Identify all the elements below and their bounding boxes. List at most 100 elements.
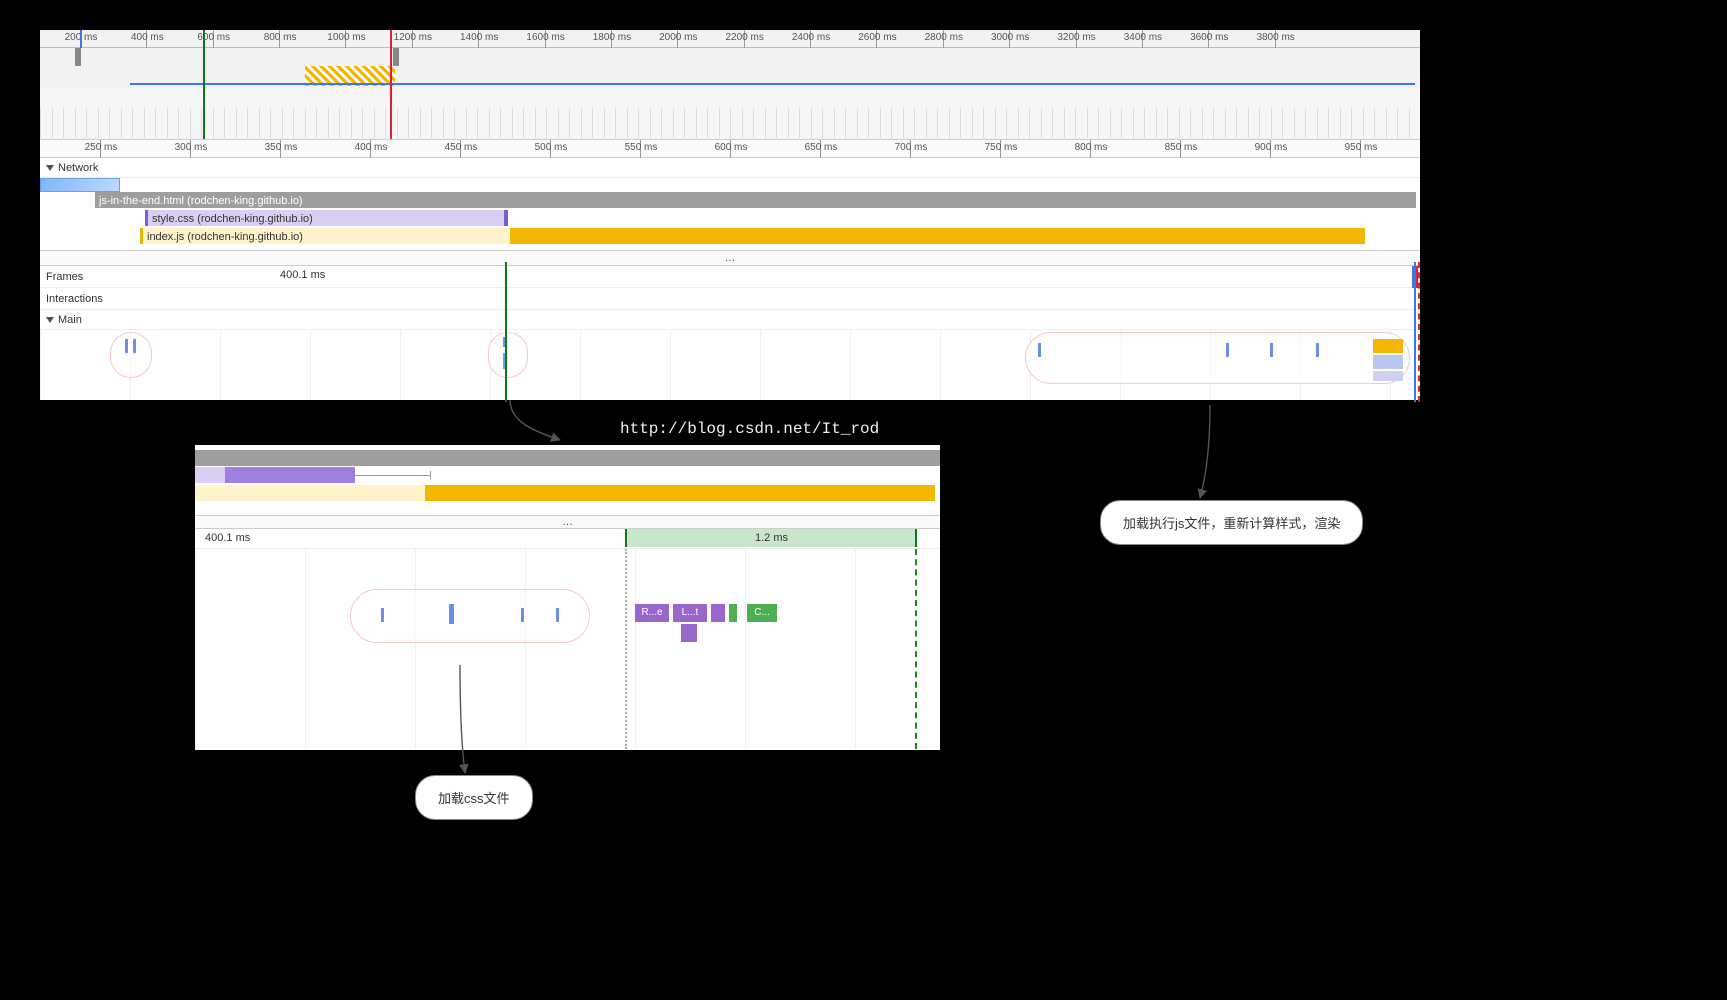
fps-cell [1121,108,1133,138]
fps-cell [397,108,409,138]
fps-cell [190,108,202,138]
fps-cell [638,108,650,138]
main-thread-track[interactable] [40,330,1420,400]
fps-cell [1144,108,1156,138]
fps-cell [121,108,133,138]
overview-memory-line [130,83,1415,85]
fps-cell [1225,108,1237,138]
fps-cell [443,108,455,138]
fps-cell [891,108,903,138]
fps-cell [592,108,604,138]
fps-cell [569,108,581,138]
net-bar-css-end [504,210,508,226]
fps-cell [1213,108,1225,138]
overview-tick: 2400 ms [810,30,811,48]
zoom-divider[interactable]: … [195,515,940,529]
zoomed-detail-panel: … 400.1 ms 1.2 ms R...e L...t C... [195,445,940,750]
fps-cell [1317,108,1329,138]
interactions-section[interactable]: Interactions [40,288,1420,310]
dcl-line [505,262,507,402]
load-red-marker [1418,262,1420,402]
fps-cell [949,108,961,138]
fps-cell [1282,108,1294,138]
fps-cell [1041,108,1053,138]
fps-cell [1340,108,1352,138]
ruler-tick: 650 ms [820,140,821,158]
task-purple-small[interactable] [711,604,725,622]
overview-strip[interactable]: 200 ms400 ms600 ms800 ms1000 ms1200 ms14… [40,30,1420,140]
frames-section[interactable]: Frames 400.1 ms [40,266,1420,288]
fps-cell [1110,108,1122,138]
fps-cell [1167,108,1179,138]
main-label: Main [58,314,82,326]
task-composite[interactable]: C... [747,604,777,622]
annotation-bubble-css: 加载css文件 [415,775,533,820]
fps-cell [431,108,443,138]
ruler-tick: 900 ms [1270,140,1271,158]
ruler-tick: 500 ms [550,140,551,158]
net-bar-js-wait: index.js (rodchen-king.github.io) [140,228,510,244]
ruler-tick: 800 ms [1090,140,1091,158]
net-bar-css: style.css (rodchen-king.github.io) [145,210,505,226]
task-layout[interactable]: L...t [673,604,707,622]
fps-cell [351,108,363,138]
net-row-html[interactable]: js-in-the-end.html (rodchen-king.github.… [40,192,1420,210]
overview-tick: 2200 ms [744,30,745,48]
overview-tick: 1200 ms [412,30,413,48]
fps-cell [707,108,719,138]
fps-cell [1305,108,1317,138]
fps-cell [1271,108,1283,138]
overview-tick: 3200 ms [1076,30,1077,48]
overview-tick: 2800 ms [943,30,944,48]
fps-cell [454,108,466,138]
ruler-tick: 850 ms [1180,140,1181,158]
main-section-header[interactable]: Main [40,310,1420,330]
overview-tick: 1000 ms [345,30,346,48]
overview-tick: 3000 ms [1009,30,1010,48]
fps-cell [1133,108,1145,138]
zoom-main-track[interactable]: R...e L...t C... [195,549,940,749]
fps-cell [995,108,1007,138]
fps-cell [109,108,121,138]
fps-cell [236,108,248,138]
zoom-net-html [195,450,940,466]
zoom-frame-end-icon [915,529,917,547]
ruler-tick: 300 ms [190,140,191,158]
net-bar-html: js-in-the-end.html (rodchen-king.github.… [95,192,1416,208]
fps-cell [627,108,639,138]
fps-cell [615,108,627,138]
section-divider[interactable]: … [40,250,1420,266]
ruler-tick: 250 ms [100,140,101,158]
fps-cell [684,108,696,138]
ruler-tick: 750 ms [1000,140,1001,158]
callout-css-parse [488,332,528,378]
selection-handle-right[interactable] [393,48,399,66]
timeline-ruler[interactable]: 250 ms300 ms350 ms400 ms450 ms500 ms550 … [40,140,1420,158]
zoom-frames-row: 400.1 ms 1.2 ms [195,529,940,549]
zoom-net-js-load [425,485,935,501]
fps-cell [167,108,179,138]
task-recalc-style[interactable]: R...e [635,604,669,622]
fps-cell [604,108,616,138]
fps-cell [880,108,892,138]
task-green-small[interactable] [729,604,737,622]
ruler-tick: 450 ms [460,140,461,158]
ruler-tick: 950 ms [1360,140,1361,158]
fps-cell [466,108,478,138]
fps-cell [489,108,501,138]
network-section-header[interactable]: Network [40,158,1420,178]
fps-cell [822,108,834,138]
fps-cell [558,108,570,138]
net-row-js[interactable]: index.js (rodchen-king.github.io) [40,228,1420,246]
fps-cell [1202,108,1214,138]
overview-ruler[interactable]: 200 ms400 ms600 ms800 ms1000 ms1200 ms14… [40,30,1420,48]
interactions-track [240,288,1420,309]
overview-graph [40,48,1420,88]
net-row-css[interactable]: style.css (rodchen-king.github.io) [40,210,1420,228]
fps-cell [696,108,708,138]
fps-cell [86,108,98,138]
task-purple-sub[interactable] [681,624,697,642]
selection-handle-left[interactable] [75,48,81,66]
fps-cell [213,108,225,138]
zoom-network [195,445,940,515]
